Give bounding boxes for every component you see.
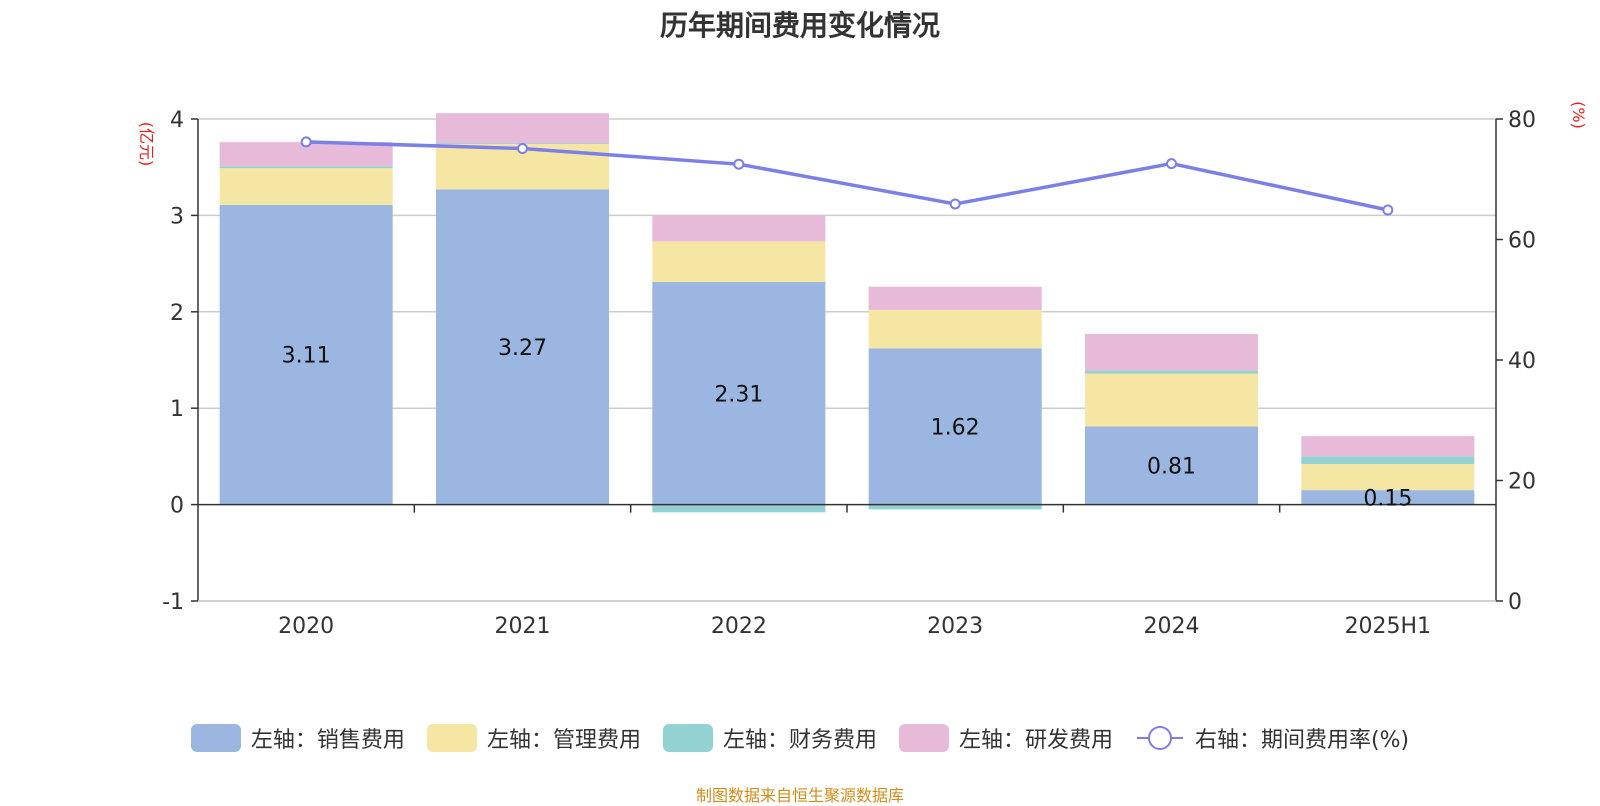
category-label-2022: 2022: [711, 614, 767, 639]
legend-item-3[interactable]: 左轴：研发费用: [898, 722, 1113, 754]
legend-label: 左轴：研发费用: [958, 728, 1113, 753]
bar-segment-s3-2025H1: [1301, 436, 1475, 457]
rate-point-2020: [300, 136, 312, 148]
left-tick-label: 4: [170, 108, 184, 133]
legend-swatch: [426, 724, 477, 752]
category-label-2023: 2023: [927, 614, 983, 639]
right-tick-label: 80: [1508, 108, 1536, 133]
bar-data-label-2024: 0.81: [1147, 455, 1196, 480]
bar-segment-s0-2023: [868, 348, 1042, 505]
legend-item-1[interactable]: 左轴：管理费用: [426, 722, 641, 754]
left-tick-label: 3: [170, 204, 184, 229]
rate-point-2022: [733, 158, 745, 170]
legend: 左轴：销售费用 左轴：管理费用 左轴：财务费用 左轴：研发费用 右轴：期间费用率(%): [0, 722, 1600, 754]
bar-segment-s3-2023: [868, 286, 1042, 310]
left-tick-label: -1: [162, 590, 184, 615]
left-tick-label: 1: [170, 397, 184, 422]
legend-item-4[interactable]: 右轴：期间费用率(%): [1135, 722, 1409, 754]
bar-segment-s0-2021: [435, 189, 610, 505]
bar-segment-s2-2025H1: [1301, 456, 1475, 465]
legend-line-marker-icon: [1136, 726, 1183, 750]
bar-data-label-2021: 3.27: [498, 336, 547, 361]
grid-lines: [198, 118, 1496, 602]
bar-segment-s1-2024: [1084, 373, 1259, 427]
right-tick-label: 0: [1508, 590, 1522, 615]
source-note: 制图数据来自恒生聚源数据库: [695, 786, 904, 805]
category-label-2021: 2021: [495, 614, 551, 639]
legend-label: 右轴：期间费用率(%): [1194, 728, 1410, 753]
bar-data-label-2025H1: 0.15: [1363, 486, 1412, 511]
rate-point-2024: [1166, 158, 1177, 170]
bar-segment-s1-2020: [219, 168, 393, 205]
right-tick-label: 60: [1508, 229, 1536, 254]
category-label-2024: 2024: [1144, 614, 1200, 639]
legend-label: 左轴：财务费用: [722, 728, 877, 753]
bar-segment-s3-2024: [1084, 333, 1259, 371]
bar-layer: [219, 113, 1475, 513]
bar-segment-s3-2022: [652, 215, 826, 242]
legend-item-0[interactable]: 左轴：销售费用: [190, 722, 405, 754]
axes: 4 3 2 1 0 -1 80 60 40 20 0 2020 2021 2022 2023 2024 2025…: [137, 101, 1588, 639]
bar-segment-s2-2020: [219, 166, 393, 169]
bar-data-label-2023: 1.62: [931, 416, 980, 441]
bar-segment-s0-2024: [1084, 426, 1259, 505]
rate-line-layer: [300, 136, 1394, 216]
rate-point-2025H1: [1382, 204, 1394, 216]
bar-segment-s0-2020: [219, 204, 393, 505]
category-label-2025H1: 2025H1: [1345, 614, 1432, 639]
legend-swatch: [190, 724, 241, 752]
rate-line: [306, 140, 1389, 212]
legend-item-2[interactable]: 左轴：财务费用: [662, 722, 877, 754]
bar-segment-s2-2023: [868, 504, 1042, 510]
rate-point-2023: [949, 198, 961, 210]
bar-segment-s3-2021: [435, 113, 610, 144]
left-tick-label: 0: [170, 494, 184, 519]
left-tick-label: 2: [170, 301, 184, 326]
category-label-2020: 2020: [278, 614, 334, 639]
chart-title: 历年期间费用变化情况: [659, 9, 940, 42]
right-tick-label: 40: [1508, 349, 1536, 374]
right-tick-label: 20: [1508, 470, 1536, 495]
data-label-layer: 3.11 3.27 2.31 1.62 0.81 0.15: [282, 336, 1413, 511]
bar-data-label-2022: 2.31: [714, 382, 763, 407]
bar-segment-s2-2024: [1084, 370, 1259, 374]
bar-segment-s1-2025H1: [1301, 464, 1475, 491]
left-axis-unit: (亿元): [137, 122, 156, 167]
bar-segment-s1-2022: [652, 241, 826, 282]
legend-swatch: [898, 724, 949, 752]
legend-label: 左轴：管理费用: [486, 728, 641, 753]
legend-swatch: [662, 724, 713, 752]
bar-segment-s0-2025H1: [1301, 490, 1475, 505]
legend-label: 左轴：销售费用: [250, 728, 405, 753]
bar-segment-s0-2022: [652, 281, 826, 505]
right-axis-unit: (%): [1569, 101, 1588, 129]
bar-data-label-2020: 3.11: [282, 344, 331, 369]
bar-segment-s2-2022: [652, 504, 826, 513]
rate-point-2021: [517, 143, 528, 155]
bar-segment-s1-2023: [868, 309, 1042, 349]
